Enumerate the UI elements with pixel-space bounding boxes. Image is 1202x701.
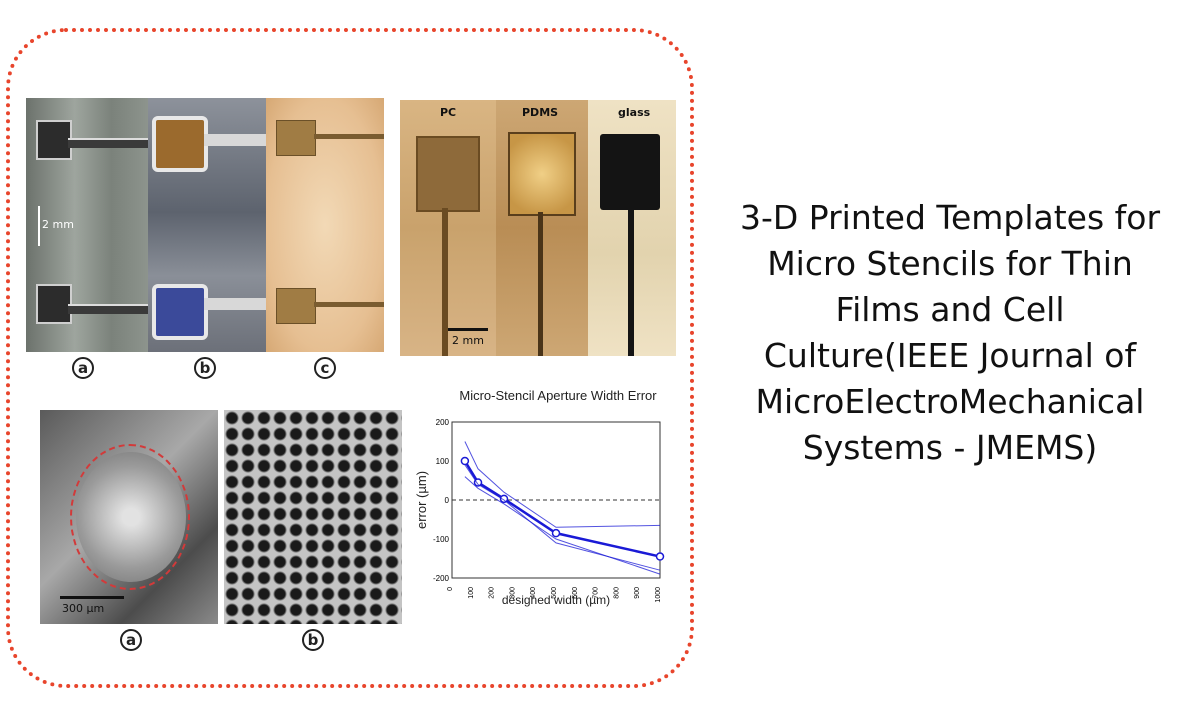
caption-line: Micro Stencils for Thin — [767, 244, 1133, 283]
orange-pad — [152, 116, 208, 172]
scale-bar — [38, 206, 40, 246]
x-tick-label: 100 — [468, 587, 475, 599]
caption-line: 3-D Printed Templates for — [739, 198, 1161, 237]
trace-bottom — [204, 298, 266, 310]
stencil-photo-c — [266, 98, 384, 352]
aperture-error-chart: Micro-Stencil Aperture Width Error 0 100 2… — [414, 388, 665, 607]
x-tick-label: 0 — [447, 587, 454, 591]
panel-label-b: b — [194, 357, 216, 379]
caption-line: Films and Cell — [835, 290, 1065, 329]
x-tick-label: 500 — [551, 587, 558, 599]
caption-line: MicroElectroMechanical — [755, 382, 1145, 421]
x-tick-label: 1000 — [655, 587, 662, 603]
y-tick-label: 0 — [445, 496, 450, 505]
y-tick-label: 200 — [436, 418, 450, 427]
scale-label-top-right: 2 mm — [452, 334, 484, 347]
sample-series-line — [464, 476, 661, 575]
y-tick-label: -200 — [433, 574, 450, 583]
scale-label-bottom: 300 µm — [62, 602, 105, 615]
x-tick-label: 300 — [509, 587, 516, 599]
cell-micrograph-a: 300 µm — [40, 410, 218, 624]
stencil-pad-bottom — [36, 284, 72, 324]
pc-trace — [442, 208, 448, 356]
gold-trace-top — [314, 134, 384, 139]
caption-line: Culture(IEEE Journal of — [763, 336, 1137, 375]
y-tick-label: -100 — [433, 535, 450, 544]
glass-pad — [600, 134, 660, 210]
mean-data-point — [460, 456, 470, 466]
cell-micrograph-b — [224, 410, 402, 624]
stencil-trace-top — [68, 138, 148, 148]
plot-area — [451, 421, 661, 579]
mean-data-point — [655, 552, 665, 561]
gold-trace-bottom — [314, 302, 384, 307]
y-axis-label: error (µm) — [414, 471, 429, 529]
mean-data-point — [551, 528, 561, 538]
chart-title: Micro-Stencil Aperture Width Error — [459, 388, 657, 403]
panel-label-bottom-a: a — [120, 629, 142, 651]
glass-trace — [628, 210, 634, 356]
scale-bar-bottom — [60, 596, 124, 599]
scale-label: 2 mm — [42, 218, 74, 231]
trace-top — [204, 134, 266, 146]
stencil-pad-top — [36, 120, 72, 160]
y-tick-label: 100 — [436, 457, 450, 466]
x-tick-label: 400 — [530, 587, 537, 599]
panel-label-bottom-b: b — [302, 629, 324, 651]
caption-block: 3-D Printed Templates for Micro Stencils… — [710, 195, 1190, 471]
dotted-frame — [6, 28, 694, 688]
pdms-trace — [538, 212, 543, 356]
material-label-pdms: PDMS — [522, 106, 559, 119]
stencil-photo-a: 2 mm — [26, 98, 148, 352]
stencil-trace-bottom — [68, 304, 148, 314]
scale-bar-top-right — [448, 328, 488, 331]
stencil-photo-b — [148, 98, 266, 352]
material-label-pc: PC — [440, 106, 457, 119]
material-photo-pc: PC 2 mm — [400, 100, 496, 356]
material-photo-pdms: PDMS — [496, 100, 588, 356]
x-tick-label: 900 — [634, 587, 641, 599]
gold-pad-top — [276, 120, 316, 156]
x-tick-label: 200 — [489, 587, 496, 599]
pc-pad — [416, 136, 480, 212]
sample-series-line — [464, 464, 661, 571]
dashed-circle — [70, 444, 190, 590]
material-label-glass: glass — [618, 106, 651, 119]
material-photo-glass: glass — [588, 100, 676, 356]
mean-data-point — [499, 494, 509, 504]
panel-label-c: c — [314, 357, 336, 379]
mean-data-point — [473, 478, 483, 487]
sample-series-line — [464, 441, 661, 528]
x-tick-label: 600 — [572, 587, 579, 599]
x-axis-label: designed width (µm) — [502, 593, 610, 607]
gold-pad-bottom — [276, 288, 316, 324]
caption-line: Systems - JMEMS) — [802, 428, 1098, 467]
panel-label-a: a — [72, 357, 94, 379]
blue-pad — [152, 284, 208, 340]
pdms-pad — [508, 132, 576, 216]
x-tick-label: 700 — [593, 587, 600, 599]
x-tick-label: 800 — [613, 587, 620, 599]
